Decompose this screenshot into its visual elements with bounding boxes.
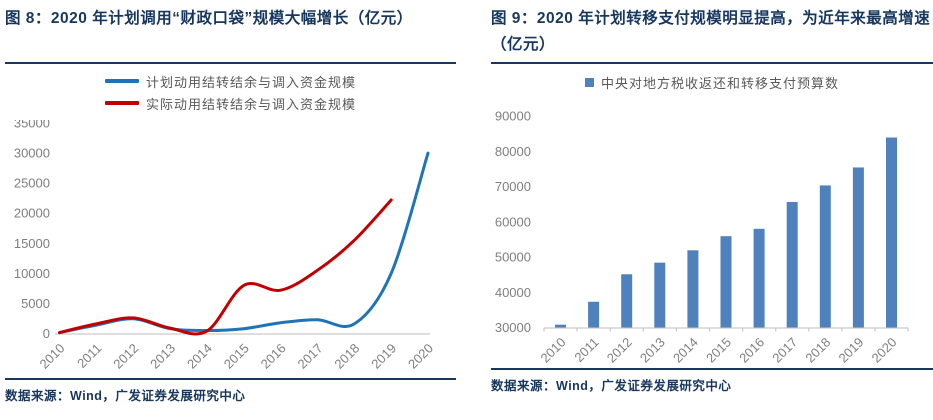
y-tick-label: 80000 bbox=[495, 144, 531, 159]
x-tick-label: 2016 bbox=[258, 341, 289, 372]
bar-2019 bbox=[852, 167, 864, 328]
bar-2018 bbox=[819, 185, 831, 328]
figure-8-legend: 计划动用结转结余与调入资金规模 实际动用结转结余与调入资金规模 bbox=[104, 70, 356, 114]
line-series-1 bbox=[58, 198, 393, 336]
x-tick-label: 2015 bbox=[703, 335, 734, 366]
y-axis-labels: 30000 40000 50000 60000 70000 80000 90000 bbox=[495, 109, 531, 336]
legend-item: 实际动用结转结余与调入资金规模 bbox=[104, 92, 356, 114]
y-tick-label: 35000 bbox=[14, 120, 50, 131]
y-axis-labels: 0 5000 10000 15000 20000 25000 30000 35000 bbox=[14, 120, 50, 341]
y-tick-label: 0 bbox=[43, 326, 50, 341]
legend-label: 中央对地方税收返还和转移支付预算数 bbox=[600, 75, 839, 91]
legend-line-marker-icon bbox=[104, 79, 139, 83]
y-tick-label: 50000 bbox=[495, 250, 531, 265]
x-tick-label: 2020 bbox=[869, 335, 900, 366]
x-tick-label: 2017 bbox=[769, 335, 800, 366]
y-tick-label: 30000 bbox=[495, 320, 531, 335]
figure-9-title: 图 9：2020 年计划转移支付规模明显提高，为近年来最高增速（亿元） bbox=[491, 6, 933, 64]
legend-label: 计划动用结转结余与调入资金规模 bbox=[145, 74, 356, 90]
x-tick-label: 2019 bbox=[368, 341, 399, 372]
figure-9-legend: 中央对地方税收返还和转移支付预算数 bbox=[491, 73, 933, 92]
legend-item: 中央对地方税收返还和转移支付预算数 bbox=[584, 73, 839, 92]
x-tick-label: 2018 bbox=[802, 335, 833, 366]
bar-2015 bbox=[720, 236, 732, 328]
x-axis-ticks bbox=[543, 328, 909, 332]
x-tick-label: 2010 bbox=[37, 341, 68, 372]
bar-2013 bbox=[654, 262, 666, 328]
x-tick-label: 2013 bbox=[637, 335, 668, 366]
x-tick-label: 2011 bbox=[571, 335, 601, 365]
x-tick-label: 2011 bbox=[74, 341, 104, 371]
y-tick-label: 10000 bbox=[14, 266, 50, 281]
figure-8-panel: 图 8：2020 年计划调用“财政口袋”规模大幅增长（亿元） 计划动用结转结余与… bbox=[5, 6, 456, 420]
bar-2014 bbox=[687, 250, 699, 328]
x-tick-label: 2012 bbox=[110, 341, 141, 372]
x-tick-label: 2017 bbox=[295, 341, 326, 372]
x-tick-label: 2014 bbox=[184, 341, 215, 372]
x-tick-label: 2010 bbox=[538, 335, 569, 366]
figure-9-source: 数据来源：Wind，广发证券发展研究中心 bbox=[491, 368, 933, 394]
legend-square-marker-icon bbox=[584, 77, 594, 87]
legend-label: 实际动用结转结余与调入资金规模 bbox=[145, 96, 356, 112]
y-tick-label: 5000 bbox=[21, 296, 50, 311]
y-tick-label: 30000 bbox=[14, 146, 50, 161]
y-tick-label: 90000 bbox=[495, 109, 531, 124]
line-series-0 bbox=[58, 151, 430, 335]
x-tick-label: 2013 bbox=[147, 341, 178, 372]
figure-8-source: 数据来源：Wind，广发证券发展研究中心 bbox=[5, 378, 456, 404]
x-tick-label: 2012 bbox=[604, 335, 635, 366]
y-tick-label: 15000 bbox=[14, 236, 50, 251]
bar-2016 bbox=[753, 228, 765, 328]
y-tick-label: 40000 bbox=[495, 285, 531, 300]
x-axis-labels: 2010 2011 2012 2013 2014 2015 2016 2017 2018 2019… bbox=[538, 335, 900, 366]
bar-2020 bbox=[886, 137, 897, 328]
y-tick-label: 70000 bbox=[495, 179, 531, 194]
figure-8-title: 图 8：2020 年计划调用“财政口袋”规模大幅增长（亿元） bbox=[5, 6, 456, 64]
x-tick-label: 2018 bbox=[331, 341, 362, 372]
bar-2017 bbox=[786, 202, 798, 328]
x-tick-label: 2014 bbox=[670, 335, 701, 366]
bar-2011 bbox=[588, 301, 600, 328]
x-tick-label: 2016 bbox=[736, 335, 767, 366]
bar-series bbox=[555, 137, 897, 328]
y-tick-label: 60000 bbox=[495, 214, 531, 229]
x-tick-label: 2019 bbox=[835, 335, 866, 366]
bar-2010 bbox=[555, 324, 566, 328]
x-axis-labels: 2010 2011 2012 2013 2014 2015 2016 2017 2018 2019… bbox=[37, 341, 437, 372]
y-tick-label: 20000 bbox=[14, 206, 50, 221]
x-tick-label: 2020 bbox=[405, 341, 436, 372]
figure-9-panel: 图 9：2020 年计划转移支付规模明显提高，为近年来最高增速（亿元） 中央对地… bbox=[491, 6, 933, 420]
legend-item: 计划动用结转结余与调入资金规模 bbox=[104, 70, 356, 92]
y-tick-label: 25000 bbox=[14, 176, 50, 191]
bar-2012 bbox=[621, 274, 633, 328]
x-tick-label: 2015 bbox=[221, 341, 252, 372]
legend-line-marker-icon bbox=[104, 101, 139, 105]
